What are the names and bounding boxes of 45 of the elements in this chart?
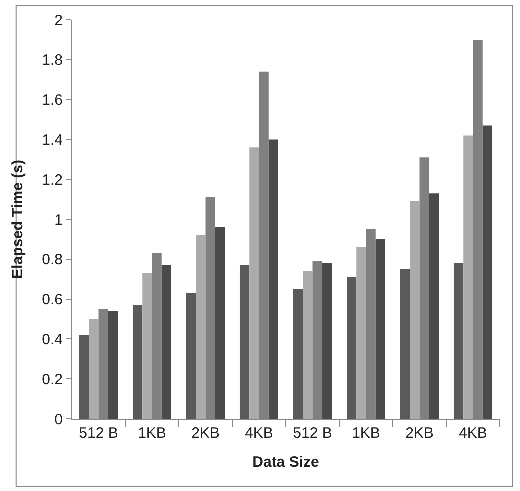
x-tick-label: 512 B: [293, 425, 332, 442]
bar: [356, 247, 366, 419]
bar: [482, 126, 493, 419]
bar: [108, 311, 118, 419]
bar: [142, 273, 152, 419]
bar: [454, 263, 464, 419]
bar: [79, 335, 90, 419]
x-tick-label: 2KB: [192, 425, 220, 442]
bar: [89, 319, 99, 419]
y-axis-title: Elapsed Time (s): [9, 160, 26, 279]
bar: [429, 194, 440, 419]
bar: [376, 239, 386, 419]
y-tick-label: 2: [54, 12, 63, 30]
bar: [410, 202, 420, 419]
y-tick-label: 0: [54, 411, 63, 428]
bar: [162, 265, 172, 419]
y-tick-label: 1.2: [42, 172, 63, 189]
bar: [186, 293, 196, 419]
x-tick-label: 4KB: [459, 425, 488, 442]
bar: [240, 265, 250, 419]
bar: [196, 235, 206, 419]
x-tick-label: 1KB: [352, 425, 380, 442]
y-tick-label: 0.6: [42, 292, 63, 309]
bar: [293, 289, 304, 419]
x-tick-label: 1KB: [138, 425, 166, 442]
bar: [250, 148, 260, 419]
y-tick-label: 0.2: [42, 371, 63, 388]
bar: [322, 263, 332, 419]
bar: [346, 277, 357, 419]
y-tick-label: 1.6: [42, 92, 63, 110]
bar: [268, 140, 279, 419]
y-tick-label: 0.4: [42, 331, 63, 348]
bar: [400, 269, 410, 419]
y-tick-label: 1: [54, 212, 63, 229]
bar: [303, 271, 313, 419]
y-tick-label: 1.4: [42, 132, 63, 149]
bar: [464, 136, 474, 419]
bar: [132, 305, 143, 419]
y-tick-label: 0.8: [42, 252, 63, 269]
y-tick-label: 1.8: [42, 52, 63, 70]
bar: [215, 227, 226, 419]
x-tick-label: 512 B: [79, 425, 118, 442]
x-axis-title: Data Size: [252, 454, 320, 471]
x-tick-label: 4KB: [245, 425, 274, 442]
x-tick-label: 2KB: [406, 425, 434, 442]
